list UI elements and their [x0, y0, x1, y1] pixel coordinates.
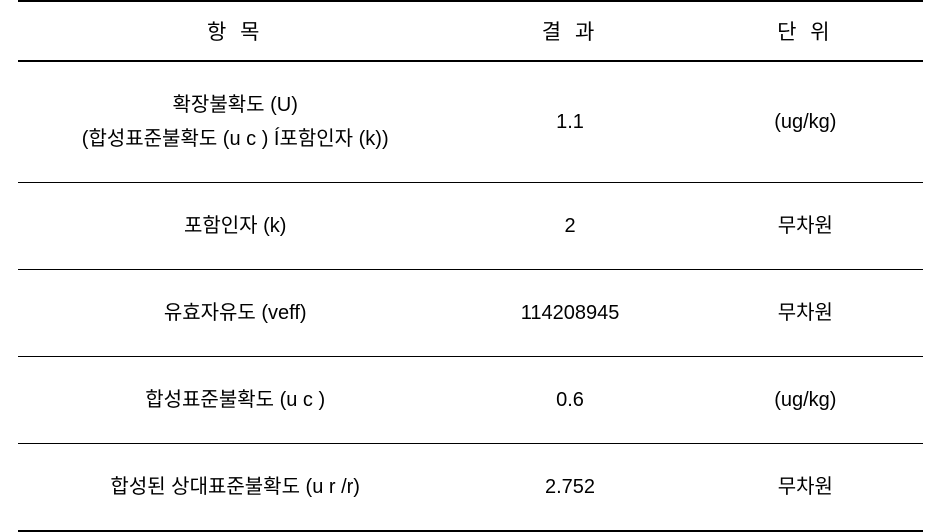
cell-item: 합성된 상대표준불확도 (u r /r) [18, 444, 452, 532]
uncertainty-table: 항 목 결 과 단 위 확장불확도 (U) (합성표준불확도 (u c ) Í포… [18, 0, 923, 532]
item-text-main: 확장불확도 (U) [26, 88, 444, 122]
uncertainty-table-wrap: 항 목 결 과 단 위 확장불확도 (U) (합성표준불확도 (u c ) Í포… [0, 0, 941, 532]
table-row: 합성된 상대표준불확도 (u r /r) 2.752 무차원 [18, 444, 923, 532]
table-header-row: 항 목 결 과 단 위 [18, 1, 923, 61]
cell-unit: (ug/kg) [688, 357, 923, 444]
cell-unit: 무차원 [688, 270, 923, 357]
table-row: 유효자유도 (veff) 114208945 무차원 [18, 270, 923, 357]
cell-item: 합성표준불확도 (u c ) [18, 357, 452, 444]
table-row: 포함인자 (k) 2 무차원 [18, 183, 923, 270]
cell-item: 포함인자 (k) [18, 183, 452, 270]
cell-unit: 무차원 [688, 183, 923, 270]
cell-result: 0.6 [452, 357, 687, 444]
cell-result: 2 [452, 183, 687, 270]
col-header-item: 항 목 [18, 1, 452, 61]
item-text-sub: (합성표준불확도 (u c ) Í포함인자 (k)) [26, 122, 444, 156]
cell-result: 2.752 [452, 444, 687, 532]
col-header-unit: 단 위 [688, 1, 923, 61]
cell-result: 1.1 [452, 61, 687, 183]
table-row: 확장불확도 (U) (합성표준불확도 (u c ) Í포함인자 (k)) 1.1… [18, 61, 923, 183]
cell-item: 확장불확도 (U) (합성표준불확도 (u c ) Í포함인자 (k)) [18, 61, 452, 183]
cell-unit: 무차원 [688, 444, 923, 532]
cell-result: 114208945 [452, 270, 687, 357]
cell-unit: (ug/kg) [688, 61, 923, 183]
col-header-result: 결 과 [452, 1, 687, 61]
table-row: 합성표준불확도 (u c ) 0.6 (ug/kg) [18, 357, 923, 444]
cell-item: 유효자유도 (veff) [18, 270, 452, 357]
